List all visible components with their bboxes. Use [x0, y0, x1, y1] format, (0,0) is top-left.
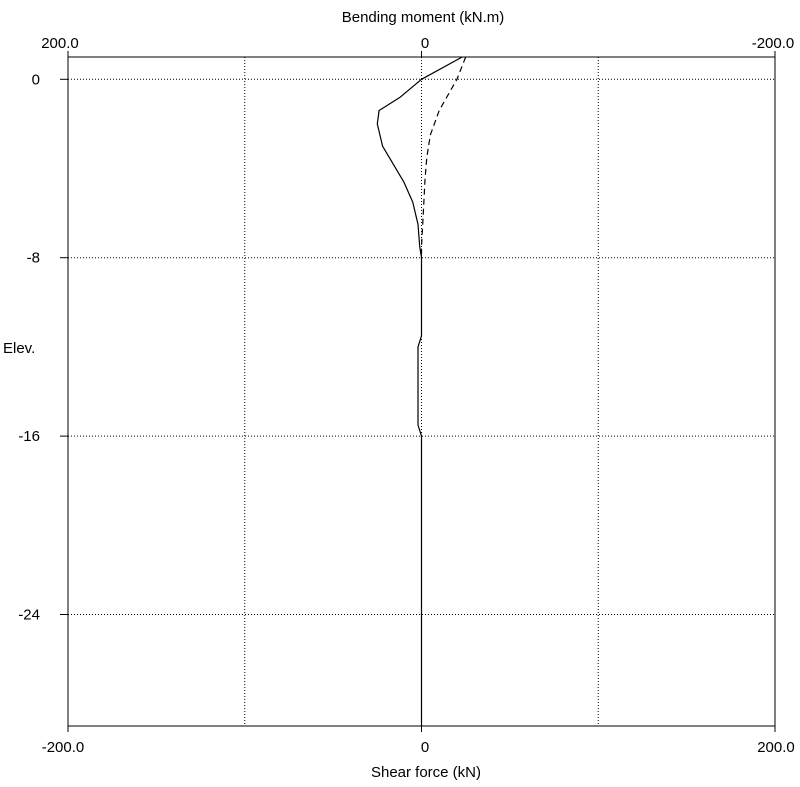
- bottom-tick-right: 200.0: [757, 739, 795, 756]
- grid: [68, 57, 775, 726]
- y-tick-label: -8: [27, 250, 40, 267]
- series-group: [376, 56, 467, 726]
- y-tick-label: -24: [18, 607, 40, 624]
- top-tick-center: 0: [421, 35, 429, 52]
- y-tick-label: 0: [32, 71, 40, 88]
- top-tick-left: 200.0: [41, 35, 79, 52]
- shear-force-line: [376, 56, 463, 726]
- bottom-axis-title: Shear force (kN): [371, 764, 481, 781]
- y-axis-title: Elev.: [3, 340, 35, 357]
- bottom-tick-center: 0: [421, 739, 429, 756]
- ticks: [60, 51, 776, 732]
- bottom-tick-left: -200.0: [42, 739, 85, 756]
- top-tick-right: -200.0: [752, 35, 795, 52]
- y-tick-labels: 0 -8 -16 -24: [18, 71, 40, 623]
- top-axis-title: Bending moment (kN.m): [342, 9, 505, 26]
- y-tick-label: -16: [18, 428, 40, 445]
- bending-moment-line: [420, 56, 467, 258]
